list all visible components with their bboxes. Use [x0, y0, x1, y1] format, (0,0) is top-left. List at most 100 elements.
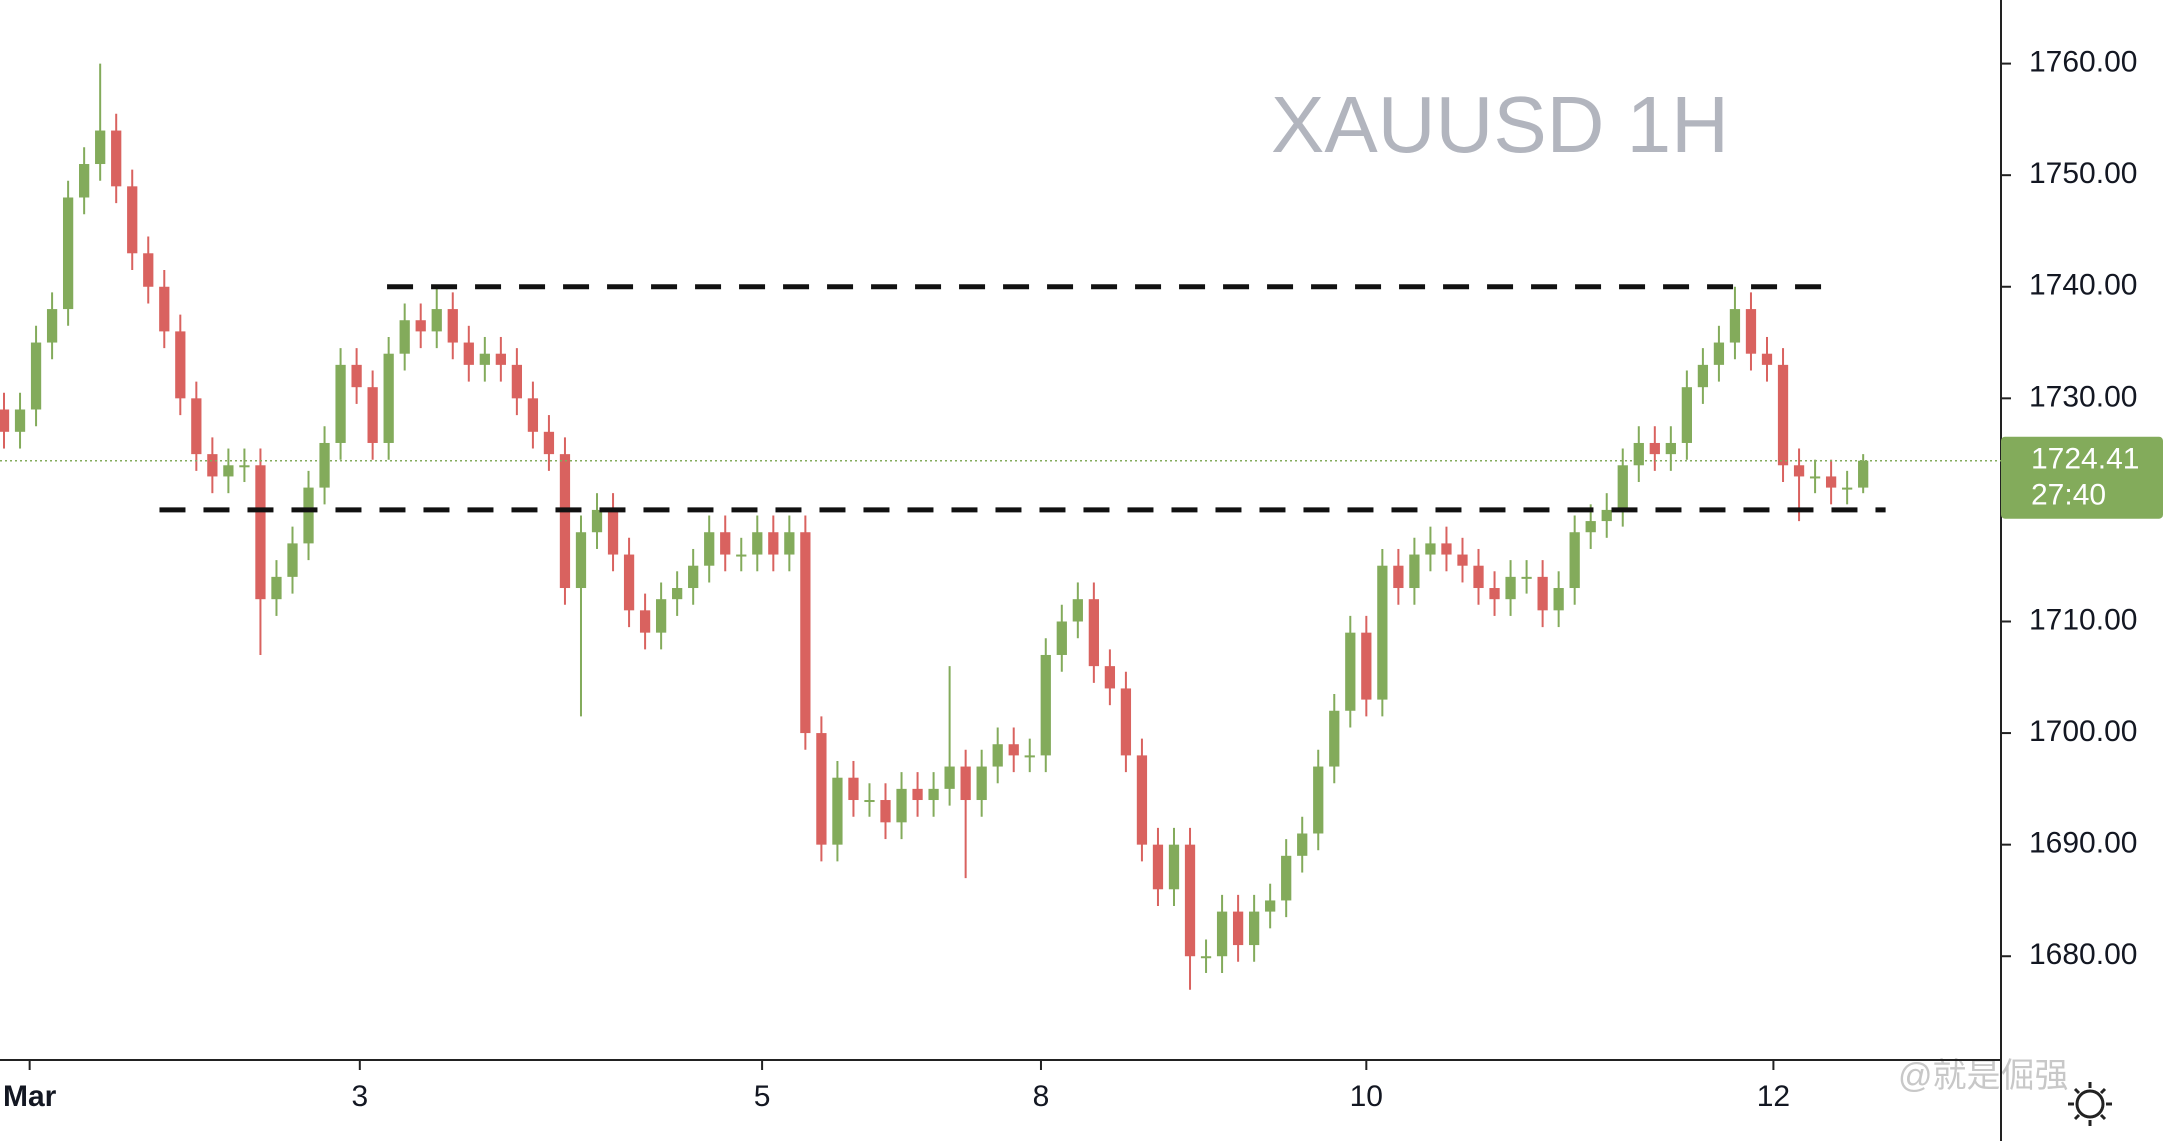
x-tick-label: 5: [754, 1080, 771, 1113]
candle-body: [1297, 833, 1308, 856]
x-tick-label: 3: [351, 1080, 368, 1113]
candle-body: [1024, 755, 1035, 758]
candle-body: [159, 286, 170, 332]
x-tick-label: Mar: [3, 1080, 57, 1113]
candle-body: [1345, 632, 1356, 711]
candle-body: [1585, 521, 1596, 533]
candle-body: [976, 766, 987, 801]
candle-body: [655, 599, 667, 633]
candle-body: [1842, 487, 1853, 490]
candle-body: [575, 532, 587, 589]
chart-title: XAUUSD 1H: [1271, 80, 1729, 169]
y-tick-label: 1710.00: [2029, 603, 2137, 636]
candle-body: [1505, 576, 1516, 600]
candle-body: [431, 309, 442, 332]
candle-body: [688, 565, 699, 589]
candle-body: [1281, 855, 1292, 901]
candle-body: [1265, 900, 1276, 912]
candle-body: [319, 442, 330, 488]
candle-body: [1809, 476, 1821, 479]
candle-body: [1633, 442, 1644, 466]
candle-body: [1553, 588, 1564, 611]
candle-body: [1072, 599, 1083, 622]
candle-body: [303, 487, 314, 544]
candle-body: [207, 454, 218, 477]
last-price-label: 1724.41: [2031, 443, 2139, 476]
candle-body: [752, 532, 763, 555]
candle-body: [784, 532, 795, 555]
candle-body: [383, 353, 394, 443]
candle-body: [1537, 576, 1548, 611]
candle-body: [479, 353, 490, 365]
candle-body: [1104, 666, 1116, 689]
candle-body: [1152, 844, 1164, 890]
candle-body: [672, 588, 683, 600]
y-tick-label: 1760.00: [2029, 46, 2137, 79]
candle-body: [1168, 844, 1180, 890]
candle-body: [944, 766, 955, 789]
candle-body: [960, 766, 971, 801]
candle-body: [896, 788, 907, 823]
candle-body: [335, 364, 346, 443]
candle-body: [1713, 342, 1725, 365]
candle-body: [607, 509, 619, 555]
candle-body: [46, 309, 58, 343]
candle-body: [1361, 632, 1372, 700]
candle-body: [1681, 387, 1692, 443]
y-tick-label: 1700.00: [2029, 715, 2137, 748]
x-tick-label: 10: [1350, 1080, 1383, 1113]
settings-icon[interactable]: [2068, 1082, 2112, 1126]
candle-body: [992, 744, 1003, 767]
candle-body: [864, 800, 875, 803]
candle-body: [1825, 476, 1837, 488]
candle-body: [143, 253, 154, 287]
candle-body: [704, 532, 715, 566]
candle-body: [415, 320, 426, 332]
last-price-box: [2001, 436, 2163, 519]
candle-body: [1056, 621, 1067, 655]
candle-body: [1329, 710, 1340, 767]
candle-body: [1793, 465, 1805, 477]
candle-body: [736, 554, 747, 557]
candle-body: [1441, 543, 1452, 555]
candle-body: [1473, 565, 1484, 589]
candle-body: [1200, 956, 1212, 959]
candle-body: [1649, 442, 1660, 455]
candle-body: [1008, 744, 1019, 756]
candle-body: [1777, 364, 1789, 466]
y-tick-label: 1730.00: [2029, 380, 2137, 413]
candle-body: [912, 788, 923, 801]
watermark: @就是倔强: [1898, 1057, 2069, 1095]
candle-body: [511, 364, 523, 399]
candle-body: [639, 610, 651, 633]
candle-body: [768, 532, 779, 555]
candle-body: [14, 409, 26, 432]
candle-body: [527, 398, 539, 432]
countdown: 27:40: [2031, 479, 2106, 512]
candle-body: [1232, 911, 1244, 946]
y-tick-label: 1690.00: [2029, 827, 2137, 860]
candle-body: [880, 800, 891, 823]
candle-body: [928, 788, 939, 801]
candle-body: [399, 320, 410, 354]
candle-body: [816, 733, 827, 845]
candle-body: [1617, 465, 1628, 510]
candle-body: [1120, 688, 1132, 756]
candle-body: [191, 398, 202, 455]
candle-body: [495, 353, 506, 365]
candle-body: [223, 465, 234, 477]
candle-body: [127, 186, 138, 254]
candle-body: [591, 509, 603, 533]
candle-body: [175, 331, 186, 399]
candle-body: [1761, 353, 1773, 365]
candle-body: [1088, 599, 1099, 667]
candle-body: [30, 342, 42, 410]
candle-body: [1569, 532, 1580, 589]
x-tick-label: 8: [1033, 1080, 1050, 1113]
candle-body: [1457, 554, 1468, 566]
y-tick-label: 1740.00: [2029, 269, 2137, 302]
candle-body: [239, 465, 250, 468]
y-tick-label: 1750.00: [2029, 157, 2137, 190]
candle-body: [1425, 543, 1436, 555]
